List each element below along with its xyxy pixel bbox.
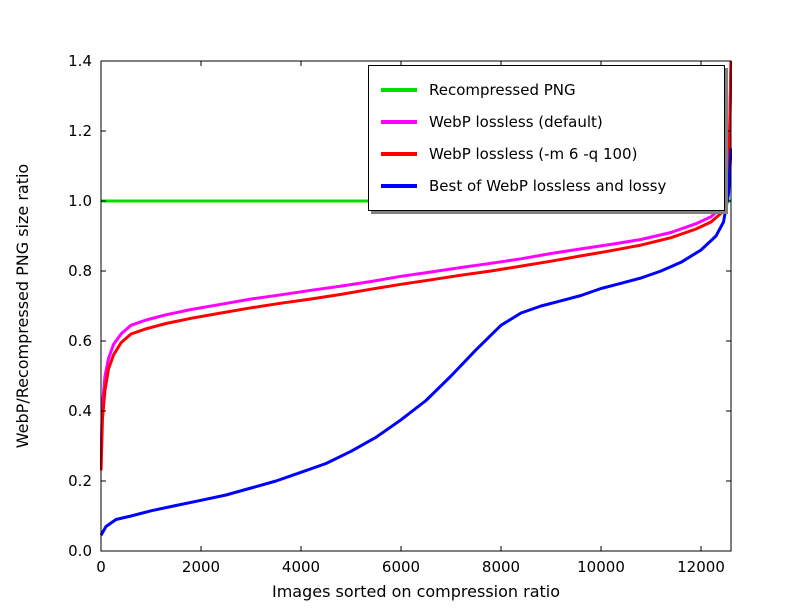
legend-label: WebP lossless (default) [429,113,603,131]
series-line-webp-lossless-m-6-q-100- [100,60,732,471]
x-tick-label: 4000 [282,558,320,576]
y-tick-label: 0.6 [68,332,92,350]
y-tick-label: 1.0 [68,192,92,210]
x-tick-label: 0 [96,558,106,576]
y-tick-label: 0.2 [68,472,92,490]
y-tick-label: 1.4 [68,52,92,70]
x-tick-label: 6000 [382,558,420,576]
legend-line-swatch [381,184,417,188]
x-tick-label: 8000 [482,558,520,576]
legend-label: WebP lossless (-m 6 -q 100) [429,145,638,163]
legend-line-swatch [381,152,417,156]
legend-label: Recompressed PNG [429,81,576,99]
y-tick-label: 0.0 [68,542,92,560]
y-tick-label: 1.2 [68,122,92,140]
legend: Recompressed PNG WebP lossless (default) W… [368,65,725,211]
x-tick-label: 10000 [577,558,625,576]
x-tick-label: 12000 [677,558,725,576]
x-tick-label: 2000 [182,558,220,576]
series-line-best-of-webp-lossless-and-lossy [100,148,732,537]
legend-line-swatch [381,120,417,124]
legend-item: WebP lossless (-m 6 -q 100) [381,138,712,170]
y-axis-label: WebP/Recompressed PNG size ratio [13,164,32,448]
legend-item: WebP lossless (default) [381,106,712,138]
plot-border [100,60,732,552]
series-line-webp-lossless-default- [100,60,732,454]
y-tick-label: 0.8 [68,262,92,280]
legend-label: Best of WebP lossless and lossy [429,177,667,195]
y-tick-label: 0.4 [68,402,92,420]
legend-item: Recompressed PNG [381,74,712,106]
legend-item: Best of WebP lossless and lossy [381,170,712,202]
x-axis-label: Images sorted on compression ratio [272,582,560,601]
legend-line-swatch [381,88,417,92]
